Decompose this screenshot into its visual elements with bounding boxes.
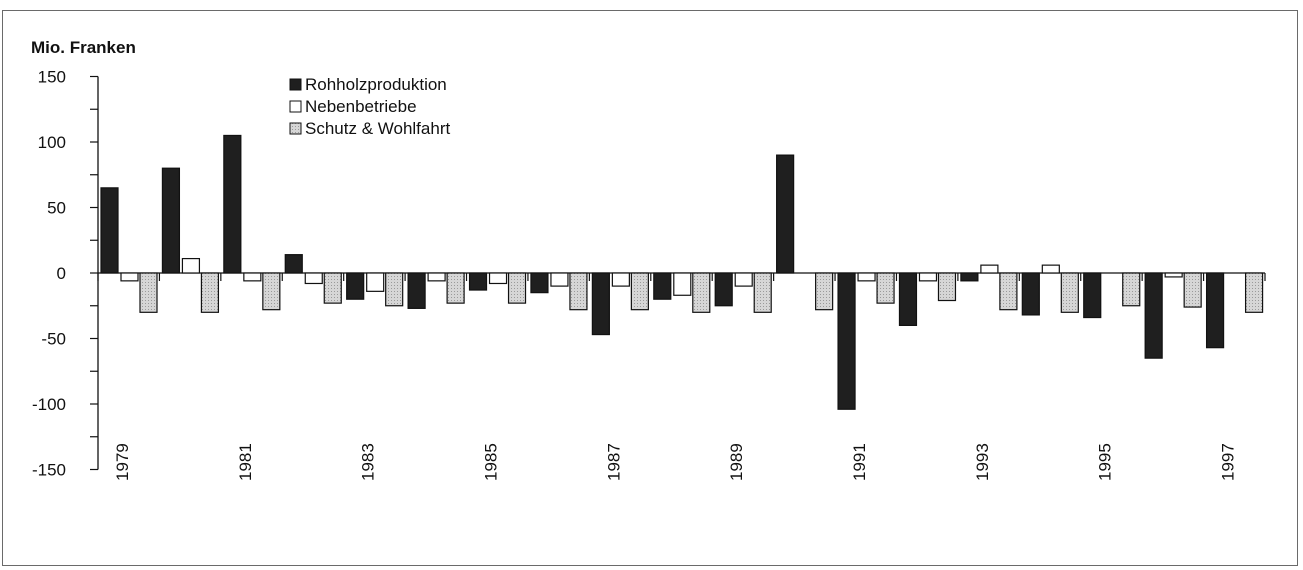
x-tick-label: 1979 [113,443,132,481]
bar-rohholzproduktion [1144,272,1163,359]
bar-nebenbetriebe [304,272,323,285]
legend-label: Nebenbetriebe [305,97,417,116]
bar-nebenbetriebe [427,272,446,282]
x-tick-label: 1985 [482,443,501,481]
bar-rohholzproduktion [530,272,549,294]
bar-rohholzproduktion [960,272,979,282]
x-tick-label: 1997 [1219,443,1238,481]
bar-nebenbetriebe [120,272,139,282]
x-tick-label: 1987 [604,443,623,481]
bar-nebenbetriebe [918,272,938,282]
bar-schutz-wohlfahrt [507,272,527,304]
bar-schutz-wohlfahrt [630,272,649,311]
y-axis-unit-label: Mio. Franken [31,38,136,57]
bar-nebenbetriebe [181,257,201,274]
bar-nebenbetriebe [366,272,385,292]
y-tick-label: -150 [32,461,66,480]
bar-nebenbetriebe [734,272,753,287]
y-tick-label: 0 [57,264,66,283]
legend-label: Schutz & Wohlfahrt [305,119,450,138]
bar-schutz-wohlfahrt [692,272,711,313]
bar-schutz-wohlfahrt [385,272,404,307]
y-tick-label: 50 [47,199,66,218]
bar-nebenbetriebe [488,272,508,285]
bar-schutz-wohlfahrt [1244,272,1264,313]
y-tick-label: -50 [41,330,66,349]
bar-schutz-wohlfahrt [1122,272,1141,307]
bar-rohholzproduktion [591,272,610,336]
x-tick-label: 1981 [236,443,255,481]
bar-rohholzproduktion [1205,272,1225,349]
x-tick-label: 1995 [1096,443,1115,481]
bar-rohholzproduktion [776,154,795,274]
legend-label: Rohholzproduktion [305,75,447,94]
bar-schutz-wohlfahrt [262,272,281,311]
y-tick-label: -100 [32,395,66,414]
bar-nebenbetriebe [611,272,630,287]
bar-rohholzproduktion [837,272,856,410]
legend-swatch [289,122,302,135]
chart-frame: Mio. Franken 150 100 50 0 -50 -100 -150 1979 198… [2,10,1298,566]
bar-rohholzproduktion [1083,272,1102,319]
x-tick-label: 1993 [973,443,992,481]
bar-schutz-wohlfahrt [323,272,342,304]
bar-schutz-wohlfahrt [999,272,1018,311]
bar-schutz-wohlfahrt [876,272,895,304]
bar-nebenbetriebe [857,272,876,282]
x-tick-label: 1983 [359,443,378,481]
bar-chart: Mio. Franken 150 100 50 0 -50 -100 -150 1979 198… [31,38,1266,481]
bar-nebenbetriebe [1041,264,1060,274]
x-tick-label: 1989 [727,443,746,481]
bars [100,134,1264,410]
bar-schutz-wohlfahrt [937,272,957,302]
bar-rohholzproduktion [714,272,733,307]
bar-rohholzproduktion [898,272,918,327]
bar-rohholzproduktion [223,134,242,274]
bar-schutz-wohlfahrt [753,272,772,313]
bar-rohholzproduktion [346,272,365,300]
bar-nebenbetriebe [673,272,692,296]
bar-rohholzproduktion [161,167,181,274]
legend: Rohholzproduktion Nebenbetriebe Schutz & W… [289,75,450,138]
bar-schutz-wohlfahrt [1183,272,1202,308]
bar-schutz-wohlfahrt [1060,272,1079,313]
bar-rohholzproduktion [468,272,488,291]
bar-rohholzproduktion [407,272,426,309]
bar-rohholzproduktion [100,187,119,274]
bar-rohholzproduktion [653,272,672,300]
bar-schutz-wohlfahrt [446,272,465,304]
bar-nebenbetriebe [243,272,262,282]
bar-schutz-wohlfahrt [569,272,588,311]
legend-swatch [289,100,302,113]
bar-nebenbetriebe [1164,272,1183,278]
y-tick-label: 150 [38,68,66,87]
y-tick-label: 100 [38,133,66,152]
bar-rohholzproduktion [284,254,303,274]
legend-swatch [289,78,302,91]
bar-schutz-wohlfahrt [139,272,158,313]
bar-rohholzproduktion [1021,272,1040,316]
bar-nebenbetriebe [980,264,999,274]
x-tick-label: 1991 [850,443,869,481]
bar-schutz-wohlfahrt [200,272,220,313]
bar-nebenbetriebe [550,272,569,287]
bar-schutz-wohlfahrt [815,272,834,311]
